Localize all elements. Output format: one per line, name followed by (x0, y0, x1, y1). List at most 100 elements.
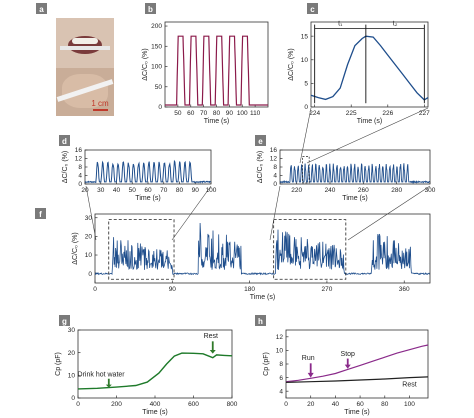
x-tick-label-e-0: 220 (291, 187, 302, 194)
x-tick-label-d-7: 90 (192, 187, 200, 194)
x-tick-label-g-0: 0 (76, 401, 80, 408)
y-tick-label-c-0: 0 (304, 104, 308, 111)
x-tick-label-h-4: 80 (381, 401, 389, 408)
x-tick-label-b-5: 100 (237, 110, 248, 117)
y-tick-label-f-3: 30 (85, 215, 93, 222)
chart-c: 224 225 226 227 0 5 10 15 Time (s) ΔC/C₀ (%) t₁ t₂ (288, 21, 430, 125)
panel-label-box-h (255, 315, 266, 326)
x-axis-label-g: Time (s) (142, 409, 167, 416)
x-tick-label-f-3: 270 (321, 286, 332, 293)
x-tick-label-d-2: 40 (113, 187, 121, 194)
panel-label-h: h (258, 317, 263, 326)
chart-g: 0 200 400 600 800 0 10 20 30 Time (s) Cp (pF) Drink… (55, 327, 238, 416)
connector-line-5 (306, 107, 429, 164)
connector-line-3 (347, 185, 431, 241)
y-axis-label-g: Cp (pF) (55, 352, 62, 376)
y-axis-label-d: ΔC/C₀ (%) (62, 151, 69, 183)
y-tick-label-b-3: 150 (151, 43, 162, 50)
connector-line-4 (299, 107, 312, 164)
x-axis-label-d: Time (s) (135, 195, 160, 202)
series-line-c (310, 35, 429, 101)
y-tick-label-g-1: 10 (68, 373, 76, 380)
series-line-f (94, 222, 430, 276)
panel-label-box-b (145, 3, 156, 14)
y-tick-label-e-0: 0 (273, 181, 277, 188)
y-tick-label-d-2: 8 (78, 164, 82, 171)
y-tick-label-g-3: 30 (68, 327, 76, 334)
panel-label-f: f (39, 210, 42, 219)
y-tick-label-h-0: 4 (279, 388, 283, 395)
x-tick-label-b-1: 60 (187, 110, 195, 117)
x-tick-label-f-4: 360 (399, 286, 410, 293)
x-tick-label-g-2: 400 (150, 401, 161, 408)
y-tick-label-d-4: 16 (75, 147, 83, 154)
x-tick-label-c-3: 227 (419, 110, 430, 117)
y-tick-label-e-2: 8 (273, 164, 277, 171)
panel-label-box-c (307, 3, 318, 14)
photo-mouth-sensor (56, 18, 114, 68)
zoom-box-f-0 (108, 219, 175, 280)
y-axis-label-c: ΔC/C₀ (%) (288, 48, 295, 80)
x-tick-label-c-0: 224 (309, 110, 320, 117)
x-tick-label-f-0: 0 (93, 286, 97, 293)
sensor-strip (60, 46, 110, 50)
annotation-run: Run (302, 355, 315, 362)
chart-h: 0 20 40 60 80 100 4 6 8 10 12 Time (s) Cp (pF) Run Sto… (263, 329, 429, 416)
connector-line-0 (85, 185, 97, 241)
y-tick-label-c-1: 5 (304, 81, 308, 88)
annotation-rest-h: Rest (402, 381, 416, 388)
connector-line-1 (171, 185, 212, 241)
annotation-rest-g: Rest (204, 333, 218, 340)
scale-bar-label: 1 cm (91, 99, 109, 108)
y-tick-label-h-1: 6 (279, 375, 283, 382)
x-tick-label-d-1: 30 (97, 187, 105, 194)
y-axis-label-h: Cp (pF) (263, 352, 270, 376)
panel-label-box-d (59, 135, 70, 146)
x-tick-label-g-4: 800 (227, 401, 238, 408)
panel-label-a: a (39, 5, 44, 14)
panel-label-b: b (148, 5, 153, 14)
y-tick-label-b-0: 0 (158, 104, 162, 111)
y-tick-label-e-3: 12 (270, 156, 278, 163)
panel-label-c: c (310, 5, 315, 14)
x-axis-label-f: Time (s) (250, 294, 275, 301)
y-tick-label-b-2: 100 (151, 64, 162, 71)
x-tick-label-b-2: 70 (200, 110, 208, 117)
x-tick-label-h-1: 20 (307, 401, 315, 408)
series-line-h-1 (285, 376, 429, 383)
y-tick-label-e-4: 16 (270, 147, 278, 154)
y-tick-label-f-2: 20 (85, 234, 93, 241)
y-tick-label-b-4: 200 (151, 23, 162, 30)
panel-label-box-g (59, 315, 70, 326)
x-tick-label-d-0: 20 (81, 187, 89, 194)
annotation-t2: t₂ (393, 21, 398, 28)
x-tick-label-c-2: 226 (382, 110, 393, 117)
zoom-connectors (85, 107, 431, 241)
x-tick-label-f-1: 90 (169, 286, 177, 293)
x-tick-label-d-6: 80 (176, 187, 184, 194)
panel-label-d: d (62, 137, 67, 146)
y-axis-label-f: ΔC/C₀ (%) (72, 232, 79, 264)
y-tick-label-d-1: 4 (78, 173, 82, 180)
y-tick-label-c-3: 15 (301, 33, 309, 40)
series-line-e (279, 163, 431, 184)
photo-neck-sensor (56, 68, 114, 116)
x-axis-label-e: Time (s) (342, 195, 367, 202)
y-tick-label-e-1: 4 (273, 173, 277, 180)
plot-frame-f (94, 213, 431, 284)
chart-f: 0 90 180 270 360 0 10 20 30 Time (s) ΔC/C₀ (%) (72, 213, 431, 301)
y-tick-label-c-2: 10 (301, 57, 309, 64)
x-tick-label-e-1: 240 (325, 187, 336, 194)
panel-label-box-a (36, 3, 47, 14)
x-tick-label-h-5: 100 (404, 401, 415, 408)
chart-d: 20 30 40 50 60 70 80 90 100 04 812 16 Time (s) ΔC/C₀ … (62, 147, 217, 202)
x-tick-label-d-4: 60 (144, 187, 152, 194)
panel-label-e: e (258, 137, 263, 146)
y-axis-label-e: ΔC/C₀ (%) (257, 151, 264, 183)
x-tick-label-h-2: 40 (332, 401, 340, 408)
chart-e: 220 240 260 280 300 04 812 16 Time (s) ΔC/C₀ (%) (257, 147, 436, 202)
arrow-head-rest-g (209, 349, 216, 354)
y-axis-label-b: ΔC/C₀ (%) (142, 48, 149, 80)
